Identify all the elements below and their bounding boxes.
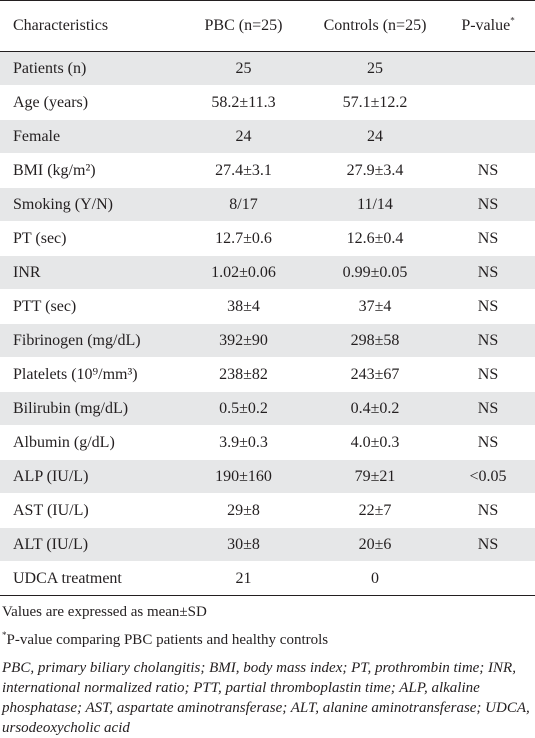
cell-pbc-value: 0.5±0.2 [178,391,309,426]
cell-pvalue: NS [441,187,535,222]
cell-controls-value: 0 [309,561,441,596]
table-header-row: Characteristics PBC (n=25) Controls (n=2… [0,0,535,52]
cell-characteristic: Female [0,119,178,154]
cell-pbc-value: 29±8 [178,493,309,528]
cell-pvalue: NS [441,425,535,460]
cell-characteristic: Patients (n) [0,51,178,86]
cell-pvalue: NS [441,153,535,188]
cell-pvalue [441,51,535,86]
cell-characteristic: PTT (sec) [0,289,178,324]
cell-pvalue: NS [441,221,535,256]
header-pvalue-marker: * [510,15,515,26]
table-row: Fibrinogen (mg/dL) 392±90 298±58 NS [0,323,535,358]
table-row: BMI (kg/m²) 27.4±3.1 27.9±3.4 NS [0,153,535,188]
header-pvalue-label: P-value [461,17,511,34]
cell-pbc-value: 21 [178,561,309,596]
cell-characteristic: ALP (IU/L) [0,459,178,494]
cell-characteristic: Smoking (Y/N) [0,187,178,222]
cell-pvalue: NS [441,289,535,324]
table-row: Albumin (g/dL) 3.9±0.3 4.0±0.3 NS [0,425,535,460]
cell-characteristic: BMI (kg/m²) [0,153,178,188]
cell-controls-value: 25 [309,51,441,86]
cell-controls-value: 22±7 [309,493,441,528]
cell-pvalue: NS [441,527,535,562]
table-row: AST (IU/L) 29±8 22±7 NS [0,493,535,528]
table-row: Bilirubin (mg/dL) 0.5±0.2 0.4±0.2 NS [0,391,535,426]
cell-pbc-value: 190±160 [178,459,309,494]
header-characteristics: Characteristics [0,0,178,52]
cell-pbc-value: 27.4±3.1 [178,153,309,188]
note-pvalue-text: P-value comparing PBC patients and healt… [6,632,329,648]
cell-controls-value: 27.9±3.4 [309,153,441,188]
cell-pvalue [441,119,535,154]
cell-characteristic: PT (sec) [0,221,178,256]
note-abbreviations: PBC, primary biliary cholangitis; BMI, b… [2,660,530,736]
cell-characteristic: Albumin (g/dL) [0,425,178,460]
cell-pbc-value: 58.2±11.3 [178,85,309,120]
cell-pbc-value: 8/17 [178,187,309,222]
table-row: Female 24 24 [0,119,535,154]
table-row: ALT (IU/L) 30±8 20±6 NS [0,527,535,562]
cell-controls-value: 79±21 [309,459,441,494]
cell-controls-value: 20±6 [309,527,441,562]
cell-pvalue: NS [441,255,535,290]
cell-characteristic: Fibrinogen (mg/dL) [0,323,178,358]
cell-controls-value: 4.0±0.3 [309,425,441,460]
cell-characteristic: AST (IU/L) [0,493,178,528]
cell-pvalue: NS [441,493,535,528]
cell-controls-value: 243±67 [309,357,441,392]
cell-controls-value: 298±58 [309,323,441,358]
table-notes: Values are expressed as mean±SD *P-value… [0,596,535,738]
cell-pbc-value: 25 [178,51,309,86]
cell-characteristic: INR [0,255,178,290]
cell-pbc-value: 12.7±0.6 [178,221,309,256]
cell-controls-value: 37±4 [309,289,441,324]
table-body: Patients (n) 25 25 Age (years) 58.2±11.3 57.1… [0,51,535,596]
cell-characteristic: Platelets (10⁹/mm³) [0,357,178,392]
cell-pvalue [441,561,535,596]
table-row: Age (years) 58.2±11.3 57.1±12.2 [0,85,535,120]
cell-pvalue: <0.05 [441,459,535,494]
cell-pvalue: NS [441,391,535,426]
cell-pbc-value: 392±90 [178,323,309,358]
cell-characteristic: Age (years) [0,85,178,120]
characteristics-table: Characteristics PBC (n=25) Controls (n=2… [0,0,535,596]
header-pvalue: P-value* [441,0,535,52]
note-values: Values are expressed as mean±SD [2,604,207,620]
cell-pvalue: NS [441,357,535,392]
cell-pbc-value: 38±4 [178,289,309,324]
note-pvalue-marker: * [2,630,7,640]
table-row: INR 1.02±0.06 0.99±0.05 NS [0,255,535,290]
note-pvalue: *P-value comparing PBC patients and heal… [2,630,533,650]
table-row: Platelets (10⁹/mm³) 238±82 243±67 NS [0,357,535,392]
cell-characteristic: UDCA treatment [0,561,178,596]
cell-controls-value: 11/14 [309,187,441,222]
cell-pbc-value: 3.9±0.3 [178,425,309,460]
cell-pbc-value: 238±82 [178,357,309,392]
cell-characteristic: ALT (IU/L) [0,527,178,562]
cell-characteristic: Bilirubin (mg/dL) [0,391,178,426]
table-row: Patients (n) 25 25 [0,51,535,86]
cell-pvalue [441,85,535,120]
table-row: UDCA treatment 21 0 [0,561,535,596]
header-controls: Controls (n=25) [309,0,441,52]
header-pbc: PBC (n=25) [178,0,309,52]
cell-controls-value: 12.6±0.4 [309,221,441,256]
table-row: Smoking (Y/N) 8/17 11/14 NS [0,187,535,222]
table-row: PTT (sec) 38±4 37±4 NS [0,289,535,324]
cell-pbc-value: 24 [178,119,309,154]
cell-pvalue: NS [441,323,535,358]
cell-controls-value: 0.4±0.2 [309,391,441,426]
table-row: PT (sec) 12.7±0.6 12.6±0.4 NS [0,221,535,256]
cell-pbc-value: 30±8 [178,527,309,562]
cell-pbc-value: 1.02±0.06 [178,255,309,290]
cell-controls-value: 57.1±12.2 [309,85,441,120]
table-row: ALP (IU/L) 190±160 79±21 <0.05 [0,459,535,494]
cell-controls-value: 24 [309,119,441,154]
cell-controls-value: 0.99±0.05 [309,255,441,290]
